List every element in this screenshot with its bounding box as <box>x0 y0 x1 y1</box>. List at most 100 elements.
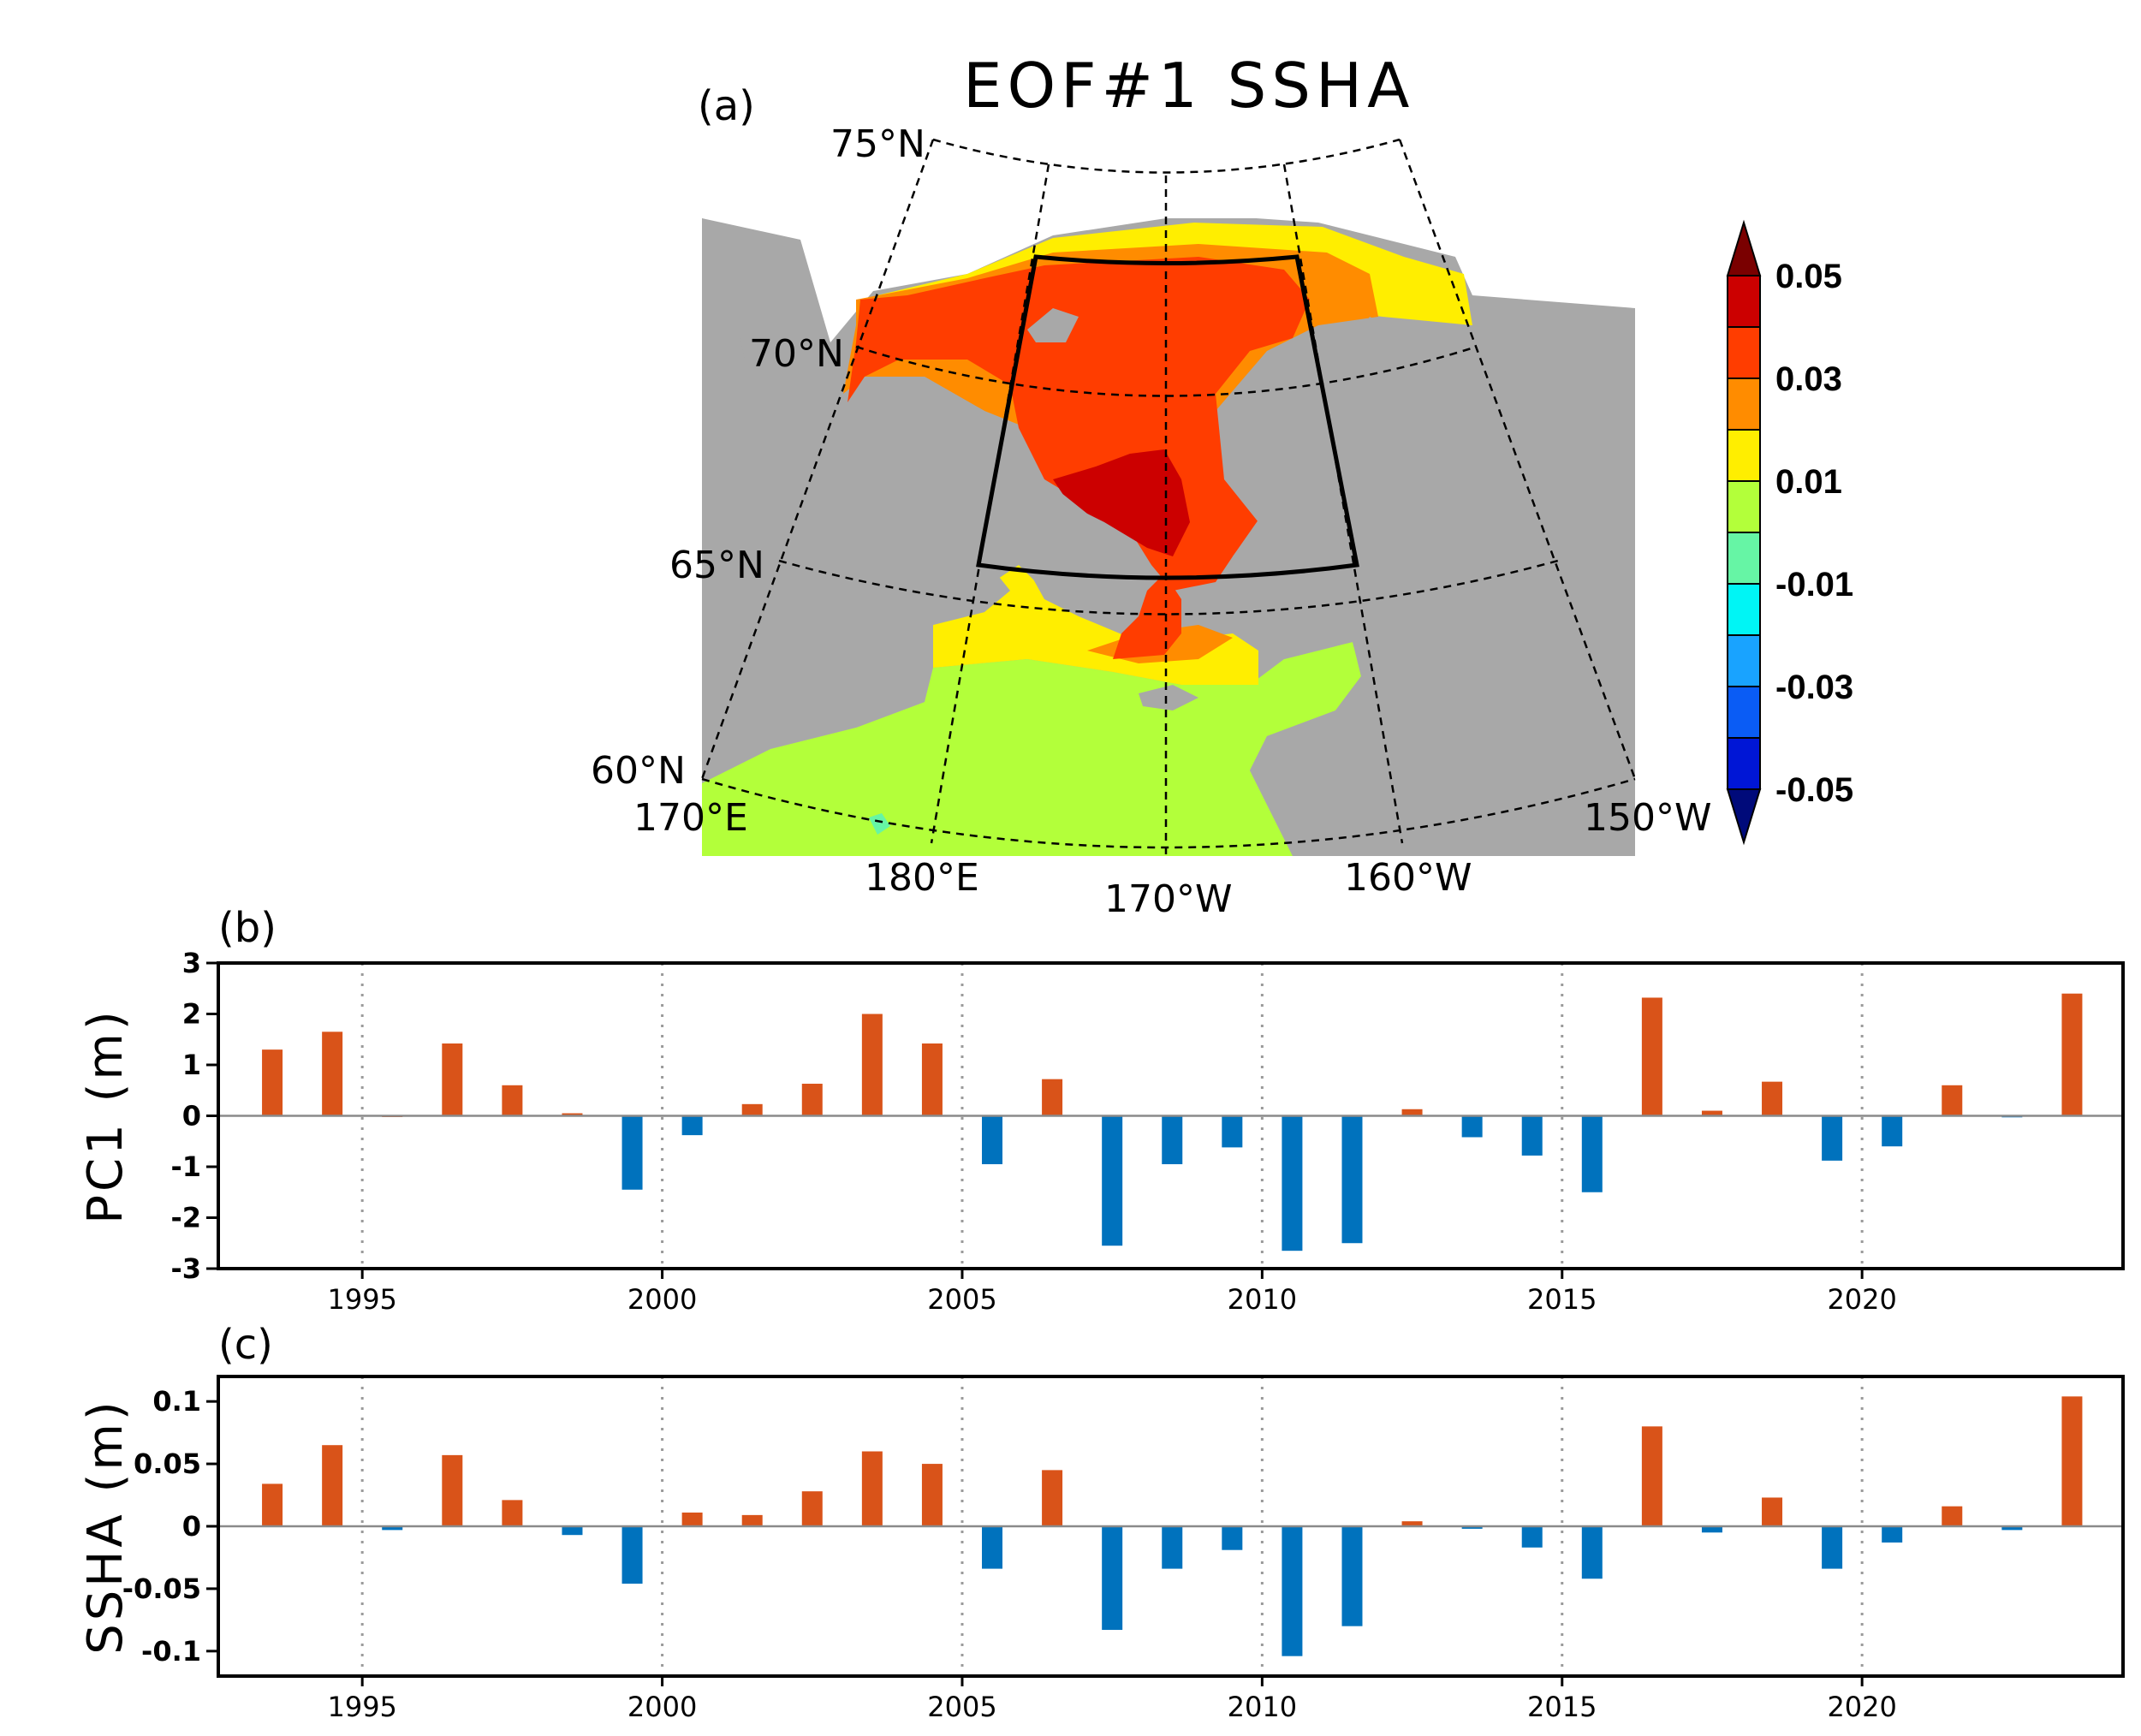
colorbar-segment <box>1727 429 1761 482</box>
y-tick-label: 3 <box>182 947 201 979</box>
bar <box>861 1014 883 1116</box>
bar <box>442 1454 463 1526</box>
bar <box>502 1500 523 1526</box>
lat-label-60n: 60°N <box>591 749 686 793</box>
bar <box>861 1451 883 1526</box>
x-tick-label: 2010 <box>1228 1283 1297 1316</box>
colorbar-label: 0.03 <box>1775 360 1842 398</box>
x-tick-label: 2015 <box>1527 1691 1597 1723</box>
colorbar-segment <box>1727 737 1761 790</box>
bar <box>1162 1526 1183 1569</box>
y-tick-label: 1 <box>182 1049 201 1081</box>
colorbar-segment <box>1727 583 1761 636</box>
lon-label-180e: 180°E <box>865 856 979 900</box>
lat-label-70n: 70°N <box>749 332 844 376</box>
bar <box>382 1526 403 1531</box>
colorbar-segment <box>1727 275 1761 328</box>
bar <box>502 1085 523 1116</box>
panel-label-a: (a) <box>698 82 755 130</box>
analysis-box <box>976 254 1359 580</box>
bar <box>1222 1526 1243 1550</box>
colorbar-label: -0.01 <box>1775 566 1853 603</box>
x-tick-label: 2020 <box>1827 1691 1896 1723</box>
bar <box>1162 1115 1183 1165</box>
parallel-65n <box>778 559 1559 615</box>
lon-label-170w: 170°W <box>1104 877 1233 921</box>
bar <box>322 1445 343 1526</box>
bar <box>1822 1115 1843 1161</box>
bar <box>921 1464 943 1526</box>
panel-label-c: (c) <box>218 1321 273 1369</box>
bar <box>562 1113 583 1116</box>
bar <box>741 1514 763 1526</box>
map-void-north <box>702 218 1635 342</box>
x-tick-label: 2000 <box>627 1691 697 1723</box>
x-tick-label: 1995 <box>327 1283 396 1316</box>
bar <box>1042 1470 1063 1526</box>
bar <box>2001 1526 2023 1531</box>
y-tick-label: 0.05 <box>134 1448 201 1480</box>
bar <box>1762 1497 1783 1526</box>
bar <box>1461 1526 1483 1529</box>
colorbar-top-arrow <box>1726 219 1762 276</box>
y-tick-label: 0 <box>182 1100 201 1133</box>
bar <box>1581 1526 1603 1579</box>
meridian-170e <box>700 139 935 780</box>
bar <box>1042 1079 1063 1116</box>
x-tick-label: 1995 <box>327 1691 396 1723</box>
y-tick-label: -0.1 <box>141 1635 201 1668</box>
panel-label-b: (b) <box>218 904 277 952</box>
bar <box>1521 1526 1543 1548</box>
map-field <box>702 218 1635 856</box>
ssha-aqua-spot <box>869 813 890 835</box>
bar <box>1282 1526 1303 1656</box>
ssha-green-alaska <box>1310 642 1361 689</box>
lat-label-75n: 75°N <box>830 122 925 166</box>
colorbar-bottom-arrow <box>1726 788 1762 846</box>
bar <box>982 1115 1003 1165</box>
bar <box>741 1103 763 1116</box>
bar <box>681 1115 703 1136</box>
bar <box>322 1031 343 1116</box>
bar <box>1822 1526 1843 1569</box>
lon-label-160w: 160°W <box>1344 856 1472 900</box>
bar <box>1882 1115 1903 1147</box>
alaska-land <box>1233 308 1635 856</box>
x-tick-label: 2000 <box>627 1283 697 1316</box>
y-tick-label: 0 <box>182 1510 201 1543</box>
bar <box>801 1491 823 1526</box>
map-title: EOF#1 SSHA <box>963 50 1414 122</box>
bar <box>1581 1115 1603 1192</box>
st-lawrence-island <box>1139 685 1198 710</box>
bar <box>1102 1115 1123 1246</box>
bar <box>1401 1521 1423 1526</box>
colorbar-label: -0.05 <box>1775 771 1853 809</box>
bar <box>801 1084 823 1116</box>
meridian-150w <box>1398 139 1637 780</box>
colorbar-segment <box>1727 532 1761 585</box>
y-tick-label: -0.05 <box>122 1573 201 1605</box>
colorbar-segment <box>1727 378 1761 431</box>
bar <box>1521 1115 1543 1156</box>
y-tick-label: -2 <box>170 1202 201 1234</box>
x-tick-label: 2010 <box>1228 1691 1297 1723</box>
bar <box>1701 1526 1722 1533</box>
colorbar-segment <box>1727 634 1761 687</box>
lon-label-150w: 150°W <box>1584 796 1712 840</box>
y-tick-label: 0.1 <box>152 1385 201 1418</box>
parallel-75n <box>932 138 1401 174</box>
y-axis-label: SSHA (m) <box>78 1398 134 1655</box>
bar <box>1341 1115 1363 1244</box>
wrangel-island <box>1027 308 1079 342</box>
colorbar: 0.05 0.03 0.01 -0.01 -0.03 -0.05 <box>1726 219 1853 846</box>
bar <box>2061 1396 2083 1526</box>
bar <box>982 1526 1003 1569</box>
ssha-green-bering <box>702 642 1361 856</box>
y-tick-label: -3 <box>170 1252 201 1285</box>
y-tick-label: -1 <box>170 1150 201 1183</box>
bar <box>1282 1115 1303 1251</box>
bar <box>262 1049 283 1116</box>
y-tick-label: 2 <box>182 998 201 1031</box>
bar <box>1461 1115 1483 1138</box>
